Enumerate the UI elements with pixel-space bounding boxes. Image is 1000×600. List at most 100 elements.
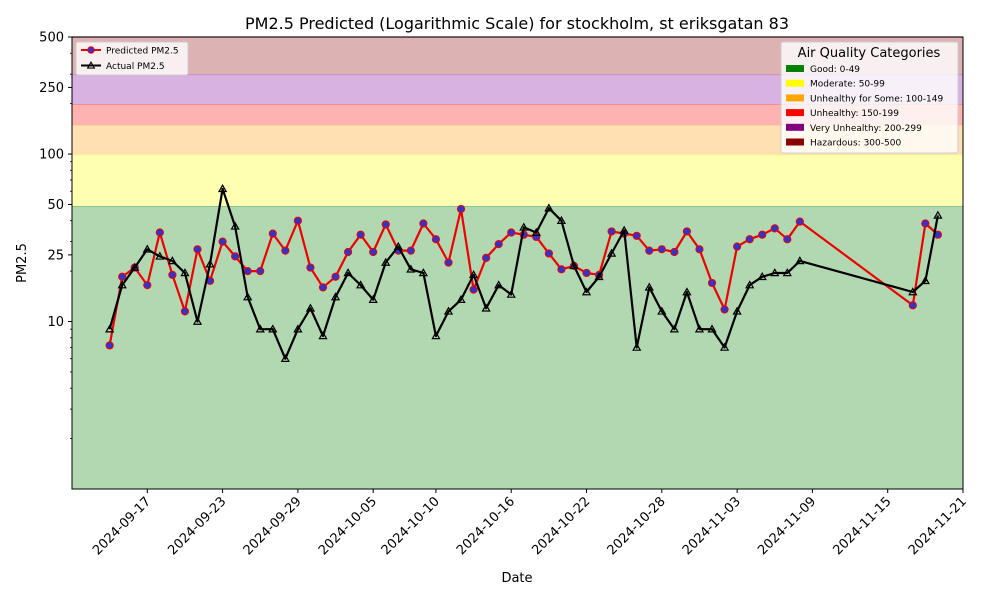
x-tick-label: 2024-11-15: [830, 494, 894, 558]
predicted-point: [494, 239, 503, 249]
predicted-point: [921, 219, 930, 228]
predicted-point: [155, 228, 164, 237]
predicted-point: [381, 220, 390, 229]
predicted-point: [469, 285, 478, 294]
predicted-point: [406, 246, 415, 255]
actual-point: [418, 268, 429, 277]
predicted-point: [482, 253, 491, 262]
actual-point: [707, 324, 717, 333]
predicted-point: [695, 245, 704, 254]
x-tick-label: 2024-09-29: [241, 494, 305, 558]
band-1: [72, 154, 963, 206]
predicted-point: [720, 305, 729, 314]
category-label-0: Good: 0-49: [810, 65, 860, 75]
predicted-point: [670, 247, 679, 257]
series-line-1: [108, 187, 939, 360]
category-label-5: Hazardous: 300-500: [810, 139, 901, 149]
x-tick-label: 2024-11-03: [680, 494, 744, 558]
actual-point: [280, 353, 290, 362]
actual-point: [669, 324, 680, 333]
predicted-point: [193, 245, 202, 254]
actual-point: [920, 276, 930, 285]
predicted-point: [632, 231, 641, 240]
series-legend: Predicted PM2.5 Actual PM2.5: [75, 41, 189, 76]
actual-point: [243, 292, 253, 301]
actual-point: [506, 289, 516, 298]
y-axis: 10 25 50 100 250 500: [39, 31, 72, 439]
actual-point: [142, 244, 152, 253]
predicted-point: [118, 272, 127, 281]
actual-point: [155, 251, 165, 260]
predicted-point: [770, 224, 779, 233]
actual-point: [205, 259, 215, 268]
series-legend-box: [75, 41, 189, 76]
x-tick-label: 2024-10-05: [316, 494, 380, 558]
y-tick-label: 25: [47, 248, 64, 263]
category-swatch-2: [786, 94, 804, 102]
predicted-point: [105, 341, 114, 350]
actual-point: [192, 316, 203, 325]
actual-point: [569, 261, 579, 270]
band-0: [72, 205, 963, 489]
x-tick-label: 2024-11-21: [906, 494, 970, 558]
y-tick-label: 500: [39, 31, 64, 46]
plot-frame: [71, 36, 964, 490]
predicted-point: [331, 272, 340, 281]
actual-point: [644, 282, 654, 291]
x-tick-label: 2024-10-22: [529, 494, 593, 558]
actual-point: [795, 256, 805, 265]
predicted-point: [369, 247, 378, 257]
actual-point: [782, 268, 792, 277]
predicted-point: [783, 235, 792, 244]
category-label-4: Very Unhealthy: 200-299: [810, 124, 922, 134]
x-tick-label: 2024-10-10: [379, 494, 443, 558]
category-label-2: Unhealthy for Some: 100-149: [810, 94, 943, 104]
y-tick-label: 50: [47, 198, 64, 213]
x-axis: 2024-09-17 2024-09-23 2024-09-29 2024-10-05…: [90, 489, 970, 558]
predicted-point: [218, 237, 227, 246]
predicted-point: [431, 235, 441, 244]
actual-point: [594, 271, 604, 281]
chart-title: PM2.5 Predicted (Logarithmic Scale) for …: [245, 14, 789, 33]
actual-point: [105, 324, 115, 333]
category-swatch-0: [786, 65, 804, 72]
predicted-point: [544, 249, 553, 258]
actual-point: [343, 268, 353, 277]
predicted-point: [281, 246, 290, 255]
actual-point: [519, 222, 529, 231]
actual-point: [619, 225, 629, 234]
y-tick-label: 10: [47, 315, 64, 330]
actual-point: [255, 324, 265, 333]
actual-point: [494, 280, 504, 289]
actual-point: [406, 264, 416, 273]
actual-point: [694, 324, 705, 333]
predicted-point: [231, 252, 240, 261]
predicted-point: [707, 278, 717, 288]
predicted-point: [582, 268, 591, 278]
x-tick-label: 2024-10-28: [605, 494, 669, 558]
band-3: [72, 104, 963, 126]
actual-point: [531, 227, 541, 236]
predicted-point: [293, 216, 302, 225]
predicted-point: [419, 219, 428, 228]
x-tick-label: 2024-09-23: [165, 494, 229, 558]
actual-point: [117, 280, 127, 289]
actual-point: [180, 268, 190, 277]
x-tick-label: 2024-10-16: [454, 494, 518, 558]
actual-point: [431, 331, 441, 340]
predicted-point: [180, 307, 190, 316]
category-legend: Air Quality Categories Good: 0-49 Moderate…: [780, 41, 959, 154]
predicted-point: [758, 230, 767, 239]
category-label-1: Moderate: 50-99: [810, 80, 885, 90]
actual-point: [443, 306, 454, 315]
y-axis-title: PM2.5: [15, 243, 30, 283]
predicted-point: [143, 281, 152, 290]
category-swatch-3: [786, 109, 804, 117]
actual-point: [632, 342, 642, 351]
predicted-point: [444, 258, 453, 267]
predicted-point: [745, 235, 754, 244]
legend-marker-1: [86, 60, 96, 69]
actual-point: [305, 303, 316, 312]
actual-point: [719, 342, 730, 351]
